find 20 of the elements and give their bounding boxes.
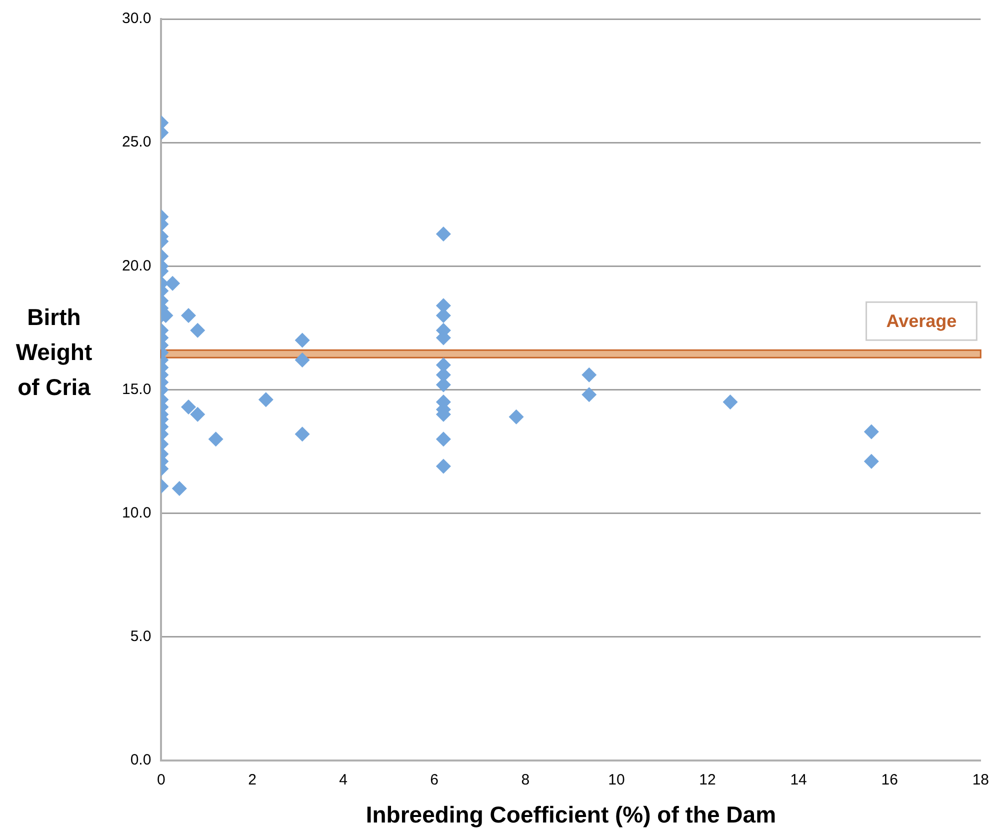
y-axis-title: Birth Weight of Cria xyxy=(14,303,94,402)
x-tick-label: 0 xyxy=(157,772,166,789)
band-label: Average xyxy=(886,311,957,332)
x-tick-label: 18 xyxy=(972,772,989,789)
y-tick-label: 0.0 xyxy=(130,752,152,769)
x-tick-label: 8 xyxy=(521,772,530,789)
y-tick-label: 25.0 xyxy=(122,134,152,151)
y-tick-label: 20.0 xyxy=(122,257,152,274)
y-tick-label: 15.0 xyxy=(122,380,152,398)
x-tick-label: 14 xyxy=(790,772,807,789)
x-axis-title: Inbreeding Coefficient (%) of the Dam xyxy=(366,802,776,828)
x-tick-label: 2 xyxy=(248,772,256,789)
x-tick-label: 16 xyxy=(881,772,898,789)
y-tick-label: 5.0 xyxy=(130,628,152,645)
y-tick-label: 30.0 xyxy=(122,10,152,28)
x-tick-label: 10 xyxy=(608,772,625,789)
x-tick-label: 4 xyxy=(339,772,348,789)
x-tick-label: 12 xyxy=(699,772,716,789)
x-tick-label: 6 xyxy=(430,772,439,789)
y-tick-label: 10.0 xyxy=(122,504,152,522)
